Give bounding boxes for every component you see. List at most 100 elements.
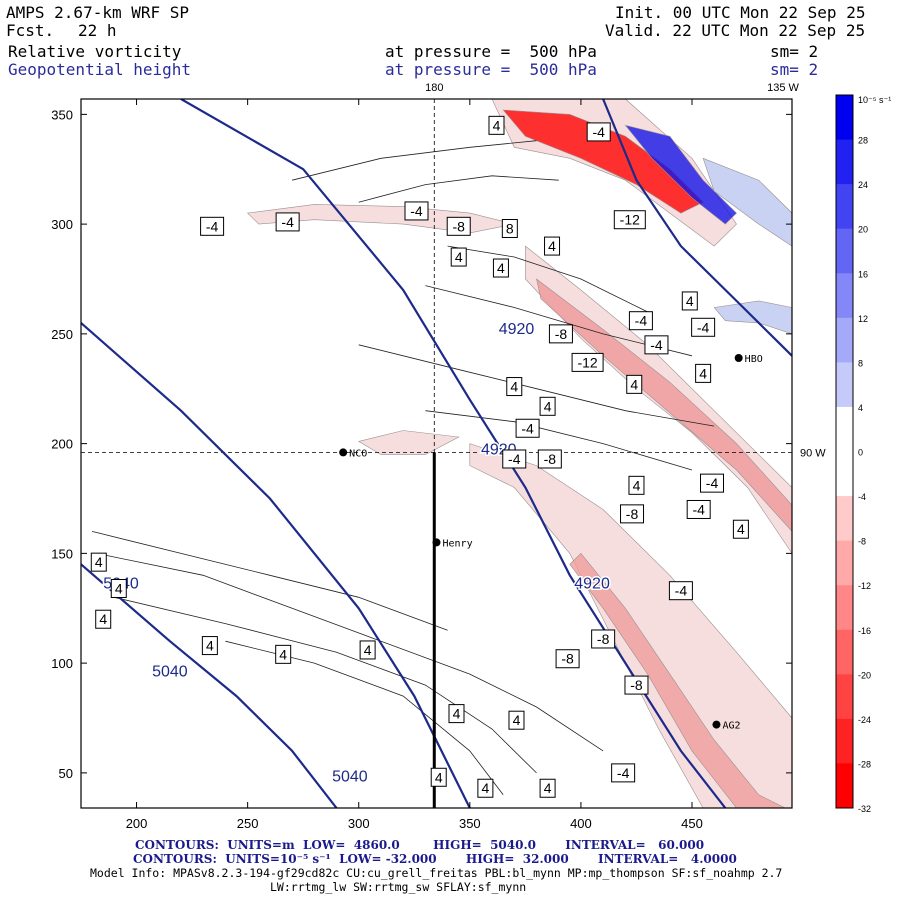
colorbar-bin <box>836 763 853 809</box>
vorticity-label-box <box>404 201 429 221</box>
vorticity-label-box <box>488 115 505 135</box>
vorticity-contour-line <box>114 596 537 774</box>
colorbar-bin <box>836 718 853 764</box>
vorticity-label: -8 <box>597 631 610 647</box>
vorticity-label-box <box>628 475 645 495</box>
x-tick-label: 400 <box>570 816 592 831</box>
vort-cluster-ne-blue <box>624 124 737 225</box>
vorticity-label: 4 <box>686 293 694 309</box>
vorticity-label-box <box>477 778 494 798</box>
vorticity-label: -8 <box>630 677 643 693</box>
vorticity-label: -8 <box>626 506 639 522</box>
vorticity-contour-line <box>447 245 648 313</box>
colorbar-tick-label: 16 <box>858 269 868 279</box>
vorticity-label: 4 <box>630 376 638 392</box>
vorticity-label-box <box>626 374 643 394</box>
model-physics: LW:rrtmg_lw SW:rrtmg_sw SFLAY:sf_mynn <box>270 880 527 894</box>
colorbar-bin <box>836 540 853 586</box>
colorbar-bin <box>836 674 853 720</box>
vorticity-label-box <box>544 236 561 256</box>
vorticity-label: -4 <box>706 475 719 491</box>
vorticity-label-box <box>501 219 518 239</box>
vorticity-label-box <box>448 704 465 724</box>
vorticity-label-box <box>686 499 711 519</box>
colorbar-tick-label: 28 <box>858 136 868 146</box>
vorticity-label: 4 <box>544 398 552 414</box>
forecast-hour: 22 h <box>78 21 117 40</box>
vorticity-label: 4 <box>279 646 287 662</box>
y-tick-label: 300 <box>51 217 73 232</box>
y-tick-label: 50 <box>59 766 73 781</box>
height-contour-label: 5040 <box>332 769 368 786</box>
vorticity-label-box <box>110 578 127 598</box>
vorticity-label-box <box>359 640 376 660</box>
field2-level: at pressure = 500 hPa <box>385 60 597 79</box>
height-contour-label: 4920 <box>574 575 610 592</box>
vorticity-label-box <box>591 629 616 649</box>
vorticity-label-box <box>446 216 471 236</box>
vorticity-label: 4 <box>497 260 505 276</box>
vorticity-label: 4 <box>364 642 372 658</box>
field1-smoothing: sm= 2 <box>770 42 819 61</box>
station-label: NCO <box>349 448 367 459</box>
vorticity-label: 4 <box>481 780 489 796</box>
vort-neg-band-south-core <box>569 552 786 808</box>
vorticity-label: 4 <box>95 554 103 570</box>
y-tick-label: 200 <box>51 437 73 452</box>
vorticity-label: 4 <box>493 117 501 133</box>
colorbar-tick-label: 0 <box>858 448 863 458</box>
height-contour-label: 5040 <box>152 663 188 680</box>
station-label: Henry <box>443 538 473 549</box>
vorticity-label-box <box>586 122 611 142</box>
vorticity-label-box <box>691 317 716 337</box>
vorticity-label: 4 <box>453 706 461 722</box>
station-marker <box>432 538 441 547</box>
valid-time: Valid. 22 UTC Mon 22 Sep 25 <box>605 21 866 40</box>
vorticity-label-box <box>548 324 573 344</box>
colorbar-bin <box>836 139 853 185</box>
colorbar-bin <box>836 95 853 141</box>
forecast-label: Fcst. <box>6 21 55 40</box>
x-tick-label: 450 <box>681 816 703 831</box>
vorticity-label: 4 <box>633 477 641 493</box>
height-contour-info: CONTOURS: UNITS=m LOW= 4860.0 HIGH= 5040… <box>135 838 705 852</box>
colorbar-bin <box>836 228 853 274</box>
meridian-label-90w: 90 W <box>800 447 826 459</box>
vort-pos-patch-ne <box>702 157 792 247</box>
vorticity-label: 4 <box>510 379 518 395</box>
vorticity-label: -4 <box>697 319 710 335</box>
colorbar-tick-label: 8 <box>858 358 863 368</box>
station-marker <box>734 354 743 363</box>
colorbar-tick-label: -16 <box>858 626 871 636</box>
y-tick-label: 100 <box>51 656 73 671</box>
colorbar-bin <box>836 585 853 631</box>
colorbar-tick-label: 20 <box>858 225 868 235</box>
y-tick-label: 150 <box>51 546 73 561</box>
vorticity-label: -12 <box>620 212 640 228</box>
height-contour-label: 4920 <box>499 321 535 338</box>
x-tick-label: 200 <box>126 816 148 831</box>
vorticity-label: -4 <box>410 203 423 219</box>
vorticity-label-box <box>644 335 669 355</box>
vorticity-contour-info: CONTOURS: UNITS=10⁻⁵ s⁻¹ LOW= -32.000 HI… <box>133 852 737 866</box>
vorticity-label-box <box>732 519 749 539</box>
field1-level: at pressure = 500 hPa <box>385 42 597 61</box>
vorticity-label-box <box>700 473 725 493</box>
vorticity-label: 4 <box>455 249 463 265</box>
vorticity-contour-line <box>358 344 715 427</box>
vorticity-label-box <box>95 609 112 629</box>
colorbar-tick-label: 4 <box>858 403 863 413</box>
station-marker <box>712 720 721 729</box>
vorticity-label-box <box>275 644 292 664</box>
vorticity-label: 4 <box>544 780 552 796</box>
vorticity-label-box <box>275 212 300 232</box>
colorbar-bin <box>836 184 853 230</box>
vorticity-label: 4 <box>435 769 443 785</box>
vorticity-label: -4 <box>592 124 605 140</box>
vorticity-label: -8 <box>544 451 557 467</box>
init-time: Init. 00 UTC Mon 22 Sep 25 <box>615 3 866 22</box>
station-marker <box>339 448 348 457</box>
vorticity-contour-line <box>96 553 604 752</box>
colorbar-units: 10⁻⁵ s⁻¹ <box>858 95 891 105</box>
vorticity-label: -4 <box>206 218 219 234</box>
